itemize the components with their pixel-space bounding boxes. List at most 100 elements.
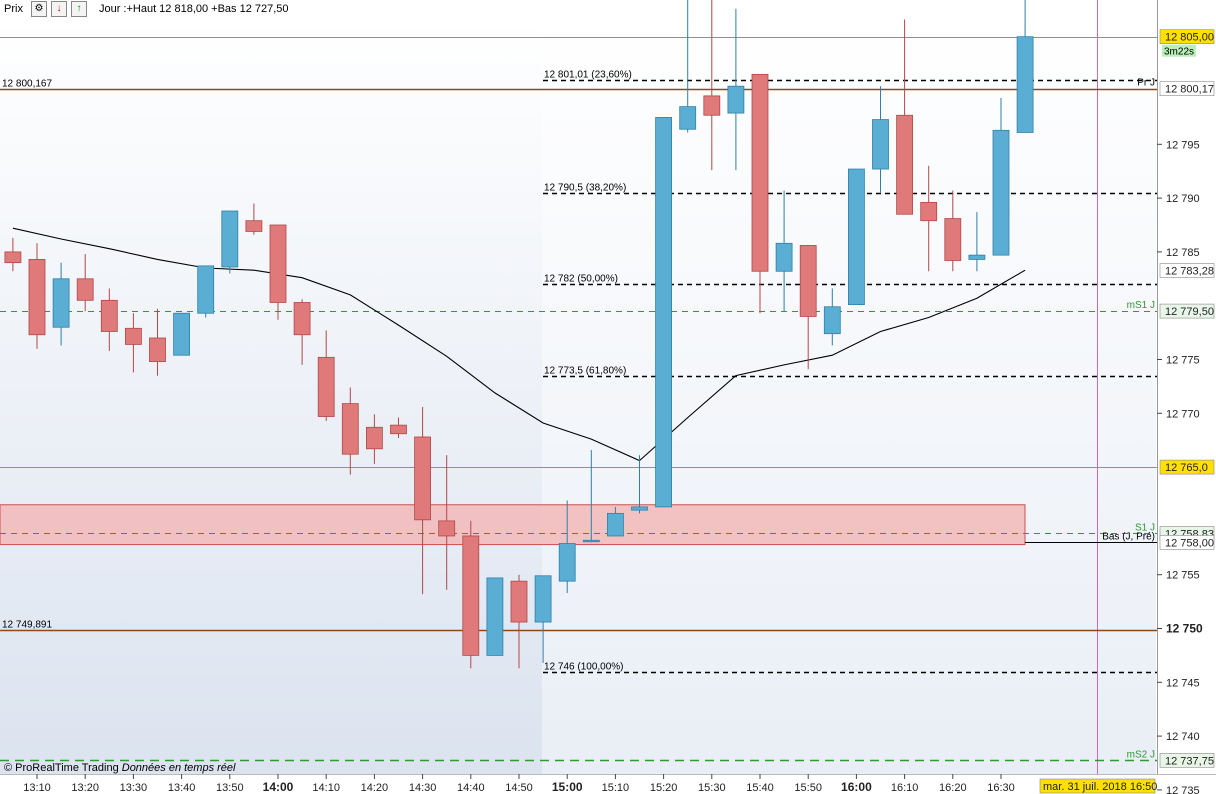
x-tick-label: 15:20 [650,782,678,794]
ma-price-label-box [1159,263,1215,278]
ma-price-label: 12 783,28 [1165,265,1214,277]
fib-label: 12 746 (100,00%) [544,662,624,673]
candle[interactable] [510,574,528,669]
panel-label: Prix [4,3,23,15]
candle[interactable] [173,312,191,356]
candle[interactable] [486,577,504,656]
candle[interactable] [582,449,600,543]
candle[interactable] [341,387,359,475]
y-tick-label: 12 750 [1166,622,1203,636]
candle[interactable] [631,455,648,514]
level-price-label-box [1159,81,1215,97]
candle[interactable] [896,19,913,215]
down-arrow-icon[interactable]: ↓ [50,1,67,17]
candle-body [100,299,118,332]
candle[interactable] [52,262,70,346]
candle[interactable] [944,190,962,272]
level-price-label-box [1159,303,1215,319]
y-tick-label: 12 795 [1166,139,1200,151]
candle[interactable] [920,165,938,272]
level-price-label: 12 779,50 [1165,306,1214,318]
candle[interactable] [775,190,793,312]
candle-body [1016,36,1034,133]
candle[interactable] [992,98,1010,256]
support-zone [0,504,1026,546]
level-price-label: 12 737,75 [1165,755,1214,767]
candle[interactable] [76,254,94,312]
candle-body [293,302,311,336]
candle-body [655,117,672,508]
x-tick-label: 16:00 [841,780,872,794]
level-tag: mS1 J [1127,300,1155,311]
level-price-label-box [1159,535,1215,550]
candle[interactable] [799,245,817,370]
candle[interactable] [245,203,263,235]
x-tick-label: 16:20 [939,782,967,794]
x-tick-label: 14:20 [361,782,389,794]
current-price-label-box [1159,29,1215,45]
date-label-box [1039,778,1156,794]
candle-body [149,337,166,363]
level-price-label: 12 800,17 [1165,84,1214,96]
level-price-label-box [1159,753,1215,768]
candle-body [269,224,287,303]
candle[interactable] [221,210,239,274]
candle-body [438,520,456,537]
candle-body [173,312,191,356]
candle[interactable] [317,330,335,421]
y-tick-label: 12 790 [1166,193,1200,205]
candle[interactable] [968,212,986,272]
x-tick-label: 15:10 [602,782,630,794]
candle-body [775,242,793,272]
candle-body [486,577,504,656]
level-tag: Pr J [1137,78,1155,89]
moving-average-line [12,227,1026,462]
candle-body [582,539,600,543]
y-tick-label: 12 740 [1166,731,1200,743]
candle[interactable] [823,288,841,346]
candle-body [631,506,648,511]
candle[interactable] [872,86,889,193]
candle[interactable] [558,500,576,593]
candle[interactable] [28,243,46,349]
candle[interactable] [125,313,142,373]
candle-body [221,210,239,268]
candle[interactable] [197,265,215,318]
candle-body [390,424,407,435]
wrench-icon[interactable]: ⚙ [30,1,47,17]
candle-body [125,327,142,345]
candle[interactable] [703,0,721,171]
date-label: mar. 31 juil. 2018 16:50 [1043,781,1157,793]
x-tick-label: 15:30 [698,782,726,794]
up-arrow-icon[interactable]: ↑ [70,1,87,17]
y-tick-label: 12 755 [1166,570,1200,582]
candle-body [920,202,938,222]
candle[interactable] [438,455,456,590]
candle[interactable] [655,117,672,508]
candle[interactable] [293,299,311,365]
candle[interactable] [100,288,118,351]
candle[interactable] [607,506,624,537]
candle[interactable] [1016,0,1034,133]
candle[interactable] [149,308,166,376]
candle-body [751,73,769,272]
candle[interactable] [269,224,287,320]
x-tick-label: 13:30 [120,782,148,794]
candle[interactable] [727,8,745,171]
x-tick-label: 14:00 [263,780,294,794]
brand-text: © ProRealTime Trading [4,762,119,774]
candle[interactable] [848,168,865,306]
candle[interactable] [679,0,697,133]
candle[interactable] [751,73,769,314]
level-price-label-box [1159,459,1215,475]
candle[interactable] [4,237,22,272]
candle-body [317,356,335,417]
candle[interactable] [534,575,552,663]
candle[interactable] [365,414,383,464]
current-price-label: 12 805,00 [1165,32,1214,44]
candle-body [510,580,528,623]
candle[interactable] [462,520,480,669]
candle[interactable] [414,406,432,595]
candle[interactable] [390,417,407,439]
